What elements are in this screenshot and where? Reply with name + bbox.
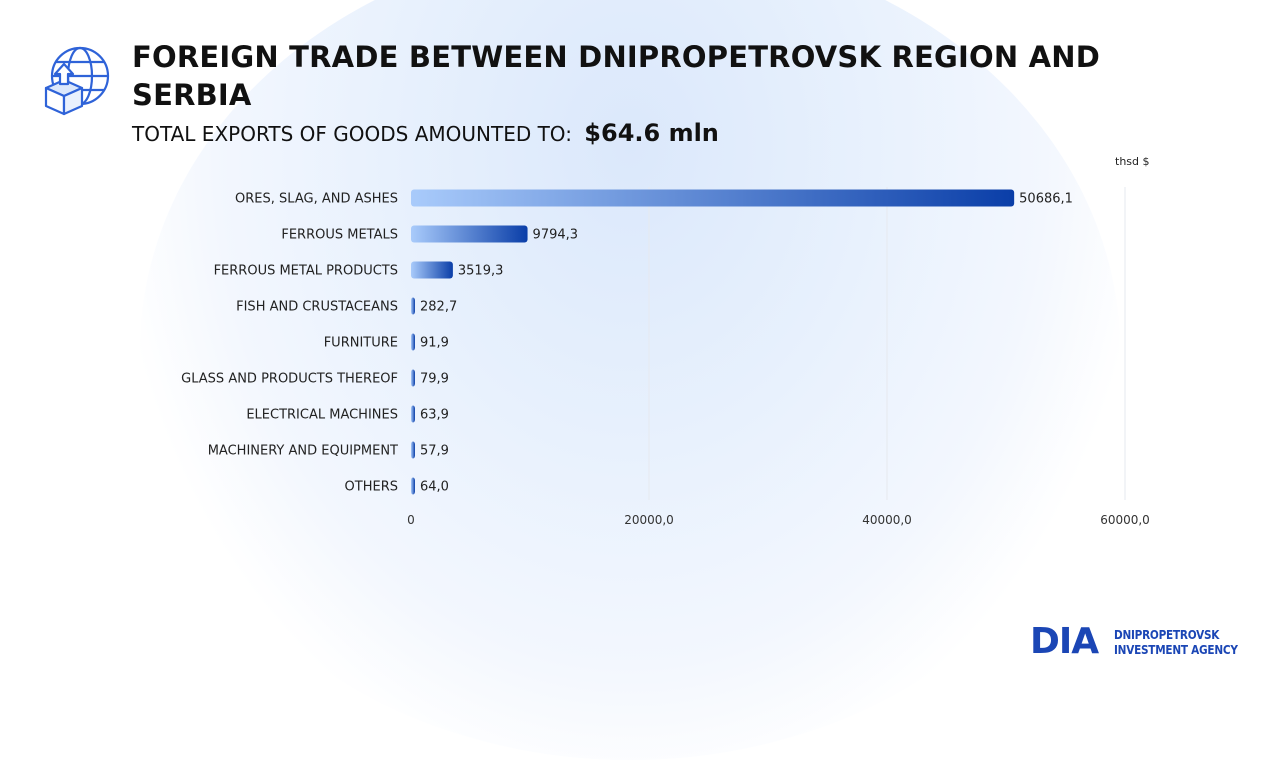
- bar: [411, 189, 1015, 207]
- category-label: FERROUS METAL PRODUCTS: [214, 264, 398, 279]
- category-label: OTHERS: [345, 480, 398, 495]
- category-label: ORES, SLAG, AND ASHES: [235, 192, 398, 207]
- value-label: 63,9: [420, 408, 449, 423]
- value-label: 282,7: [420, 300, 457, 315]
- bar: [411, 477, 415, 495]
- bar: [411, 369, 415, 387]
- value-label: 91,9: [420, 336, 449, 351]
- x-tick-label: 60000,0: [1100, 513, 1150, 527]
- bar: [411, 225, 528, 243]
- subtitle-label: TOTAL EXPORTS OF GOODS AMOUNTED TO:: [132, 122, 572, 146]
- total-exports-value: $64.6 mln: [584, 119, 719, 147]
- logo-line-1: DNIPROPETROVSK: [1114, 627, 1220, 642]
- bar: [411, 405, 415, 423]
- value-label: 57,9: [420, 444, 449, 459]
- category-label: MACHINERY AND EQUIPMENT: [208, 444, 398, 459]
- unit-label: thsd $: [1115, 155, 1150, 168]
- bar: [411, 261, 453, 279]
- chart-labels: 0 20000,0 40000,0 60000,0 ORES, SLAG, AND AS…: [181, 192, 1150, 528]
- globe-export-box-icon: [44, 46, 110, 116]
- value-label: 64,0: [420, 480, 449, 495]
- x-tick-label: 40000,0: [862, 513, 912, 527]
- background-glow: [140, 0, 1120, 760]
- logo-text: DNIPROPETROVSK INVESTMENT AGENCY: [1114, 627, 1238, 657]
- bar: [411, 333, 415, 351]
- value-label: 50686,1: [1019, 192, 1073, 207]
- bar: [411, 441, 415, 459]
- page-title: FOREIGN TRADE BETWEEN DNIPROPETROVSK REG…: [132, 40, 1101, 112]
- bar: [411, 297, 415, 315]
- value-label: 79,9: [420, 372, 449, 387]
- bar-chart: 0 20000,0 40000,0 60000,0 ORES, SLAG, AND AS…: [181, 187, 1150, 528]
- category-label: GLASS AND PRODUCTS THEREOF: [181, 372, 398, 387]
- logo-line-2: INVESTMENT AGENCY: [1114, 642, 1238, 657]
- subtitle: TOTAL EXPORTS OF GOODS AMOUNTED TO: $64.…: [132, 119, 719, 147]
- logo-mark: DIA: [1030, 621, 1099, 662]
- category-label: FISH AND CRUSTACEANS: [236, 300, 398, 315]
- category-label: ELECTRICAL MACHINES: [246, 408, 398, 423]
- x-tick-label: 0: [407, 513, 415, 527]
- x-tick-label: 20000,0: [624, 513, 674, 527]
- dia-logo: DIA DNIPROPETROVSK INVESTMENT AGENCY: [1030, 621, 1240, 663]
- category-label: FURNITURE: [324, 336, 398, 351]
- chart-bars: [411, 189, 1015, 495]
- value-label: 9794,3: [533, 228, 579, 243]
- chart-grid: [648, 187, 1126, 500]
- value-label: 3519,3: [458, 264, 504, 279]
- category-label: FERROUS METALS: [281, 228, 398, 243]
